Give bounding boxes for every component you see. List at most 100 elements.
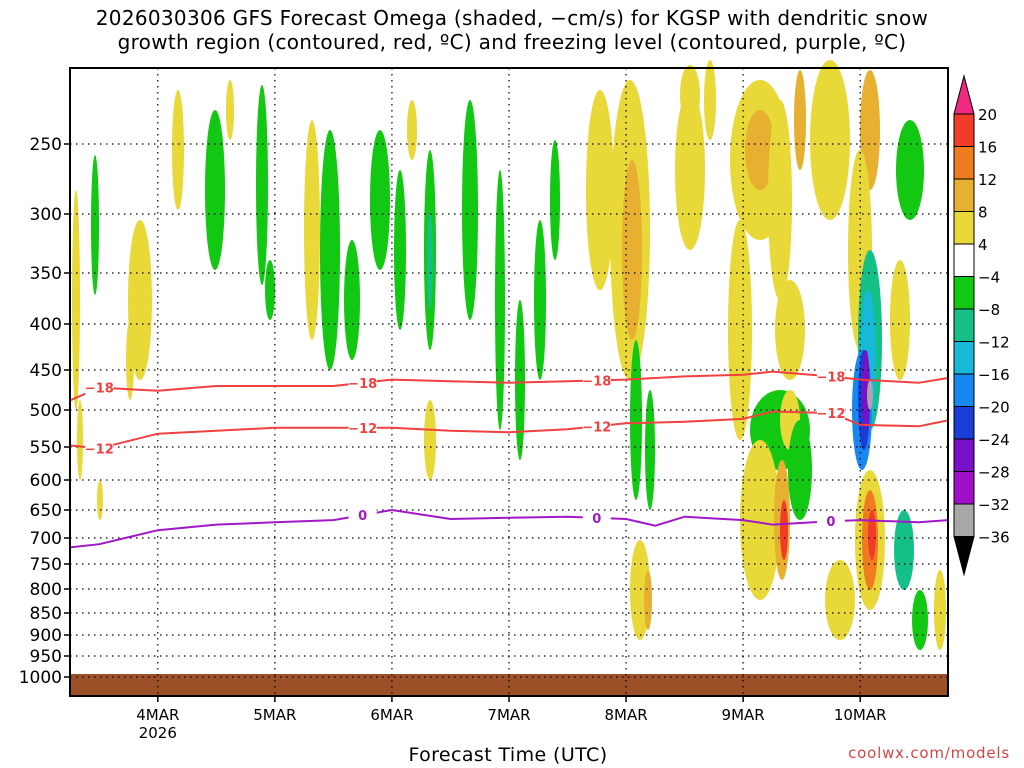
omega-cell-61: [825, 560, 855, 640]
omega-cell-19: [424, 400, 436, 480]
colorbar-label: −24: [978, 431, 1010, 449]
colorbar: 20 16 12 8 4 −4 −8 −12 −16 −20 −24 −28 −32 −36: [953, 74, 1010, 577]
colorbar-label: −28: [978, 464, 1010, 482]
omega-cell-28: [630, 340, 642, 500]
omega-cell-38: [768, 100, 792, 300]
contour-label: −18: [85, 382, 114, 397]
contour-line-2: [69, 508, 949, 549]
omega-cell-27: [622, 160, 642, 340]
colorbar-bottom-arrow: [953, 536, 975, 577]
colorbar-swatch-6: [953, 308, 975, 342]
colorbar-label: 8: [978, 204, 988, 222]
omega-cell-9: [256, 85, 268, 285]
contour-label-bg: [85, 441, 114, 456]
colorbar-label: −16: [978, 366, 1010, 384]
omega-cell-35: [728, 220, 752, 440]
omega-cell-33: [680, 65, 700, 125]
surface-terrain: [70, 674, 948, 696]
contour-label-bg: [582, 510, 611, 525]
omega-cell-3: [128, 220, 152, 380]
omega-cell-23: [534, 220, 546, 380]
omega-shading: [70, 60, 948, 696]
y-tick-label-900: 900: [30, 626, 62, 646]
colorbar-swatch-10: [953, 438, 975, 472]
chart-title: 2026030306 GFS Forecast Omega (shaded, −…: [0, 6, 1024, 54]
colorbar-label: 20: [978, 106, 997, 124]
x-tick-label-8MAR: 8MAR: [604, 706, 647, 724]
omega-cell-0: [72, 190, 80, 410]
omega-cell-11: [304, 120, 320, 340]
omega-cell-7: [205, 110, 225, 270]
colorbar-swatch-0: [953, 113, 975, 147]
contour-label-bg: [348, 375, 377, 390]
y-tick-label-250: 250: [30, 135, 62, 155]
colorbar-swatch-9: [953, 406, 975, 440]
y-tick-label-400: 400: [30, 315, 62, 335]
contour-label-bg: [816, 514, 845, 529]
omega-cell-57: [894, 510, 914, 590]
omega-cell-32: [675, 90, 705, 250]
colorbar-label: 16: [978, 139, 997, 157]
contour-label: −12: [348, 422, 377, 437]
omega-cell-22: [515, 300, 525, 460]
y-tick-label-650: 650: [30, 501, 62, 521]
omega-cell-13: [344, 240, 360, 360]
colorbar-swatch-8: [953, 373, 975, 407]
y-tick-label-800: 800: [30, 580, 62, 600]
y-tick-label-350: 350: [30, 264, 62, 284]
omega-cell-18: [407, 100, 417, 160]
contour-label: −12: [816, 407, 845, 422]
contour-label: 0: [826, 515, 835, 530]
omega-cell-34: [704, 60, 716, 140]
omega-cell-60: [868, 510, 876, 560]
contour-label: 0: [592, 512, 601, 527]
colorbar-swatch-3: [953, 211, 975, 245]
omega-cell-5: [126, 320, 134, 400]
x-tick-label-7MAR: 7MAR: [487, 706, 530, 724]
contour-label: −18: [582, 374, 611, 389]
omega-cell-21: [495, 170, 505, 430]
y-tick-label-500: 500: [30, 401, 62, 421]
colorbar-swatch-5: [953, 276, 975, 310]
chart-title-line-1: 2026030306 GFS Forecast Omega (shaded, −…: [95, 6, 929, 30]
credit-link[interactable]: coolwx.com/models: [848, 744, 1010, 762]
temperature-contours: −18 −18 −18 −18 −12 −12 −12 −12 0 0 0: [69, 369, 949, 549]
y-tick-label-450: 450: [30, 361, 62, 381]
colorbar-swatch-7: [953, 341, 975, 375]
omega-cell-40: [775, 280, 805, 380]
colorbar-label: −12: [978, 334, 1010, 352]
contour-label-bg: [816, 405, 845, 420]
omega-cell-46: [788, 420, 812, 520]
y-tick-label-700: 700: [30, 529, 62, 549]
y-axis: 2503003504004505005506006507007508008509…: [19, 135, 70, 688]
x-tick-label-5MAR: 5MAR: [253, 706, 296, 724]
colorbar-label: 12: [978, 171, 997, 189]
colorbar-label: 4: [978, 236, 988, 254]
omega-cell-10: [265, 260, 275, 320]
colorbar-top-arrow: [953, 74, 975, 115]
colorbar-label: −36: [978, 529, 1010, 547]
colorbar-swatch-12: [953, 503, 975, 537]
chart-title-line-2: growth region (contoured, red, ºC) and f…: [117, 30, 907, 54]
y-tick-label-850: 850: [30, 604, 62, 624]
omega-cell-17: [427, 210, 433, 310]
colorbar-label: −32: [978, 496, 1010, 514]
omega-cell-24: [550, 140, 560, 260]
colorbar-label: −8: [978, 301, 1000, 319]
omega-cell-4: [97, 480, 103, 520]
contour-label-bg: [816, 369, 845, 384]
contour-label: −18: [348, 377, 377, 392]
omega-cell-6: [172, 90, 184, 210]
omega-cell-56: [896, 120, 924, 220]
contour-label-bg: [582, 419, 611, 434]
colorbar-swatch-11: [953, 471, 975, 505]
x-tick-label-9MAR: 9MAR: [722, 706, 765, 724]
y-tick-label-1000: 1000: [19, 668, 62, 688]
omega-cell-45: [780, 500, 788, 560]
y-tick-label-600: 600: [30, 471, 62, 491]
omega-cell-25: [586, 90, 614, 290]
y-tick-label-550: 550: [30, 438, 62, 458]
x-tick-sublabel: 2026: [139, 724, 177, 742]
